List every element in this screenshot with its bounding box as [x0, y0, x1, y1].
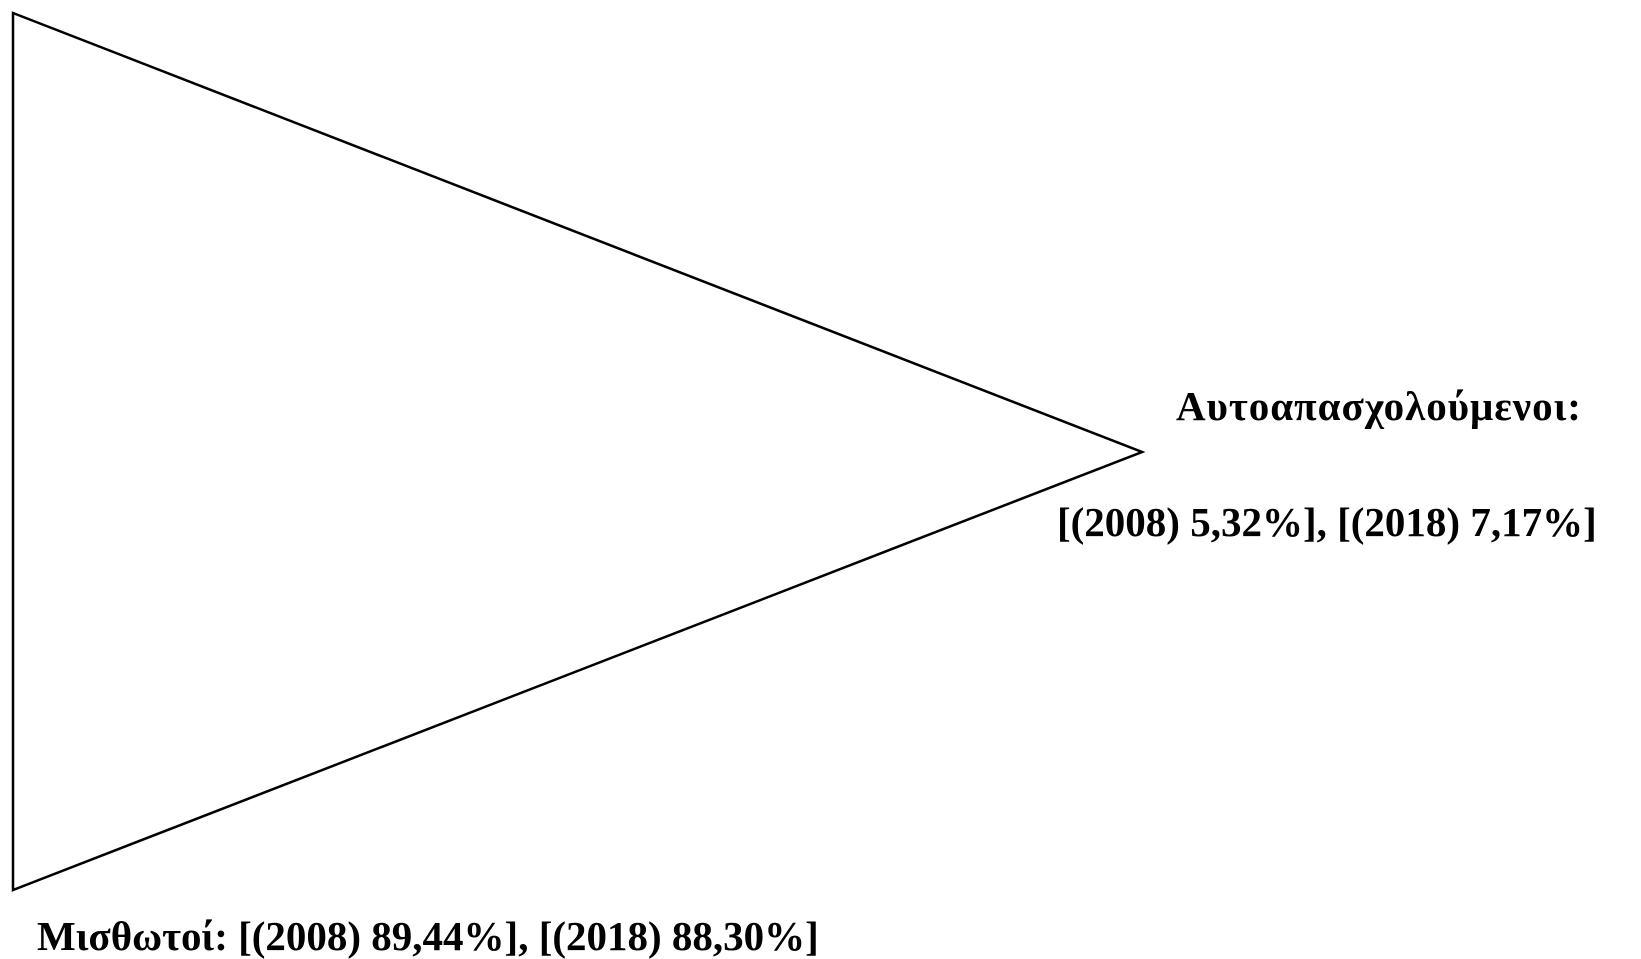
self-employed-values: [(2008) 5,32%], [(2018) 7,17%]: [1057, 499, 1597, 545]
self-employed-title: Αυτοαπασχολούμενοι:: [1176, 383, 1582, 429]
triangle-shape: [11, 11, 1146, 892]
employees-label: Μισθωτοί: [(2008) 89,44%], [(2018) 88,30…: [37, 913, 819, 959]
